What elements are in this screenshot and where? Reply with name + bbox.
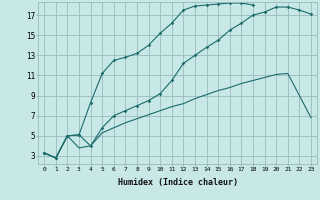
X-axis label: Humidex (Indice chaleur): Humidex (Indice chaleur): [118, 178, 238, 187]
